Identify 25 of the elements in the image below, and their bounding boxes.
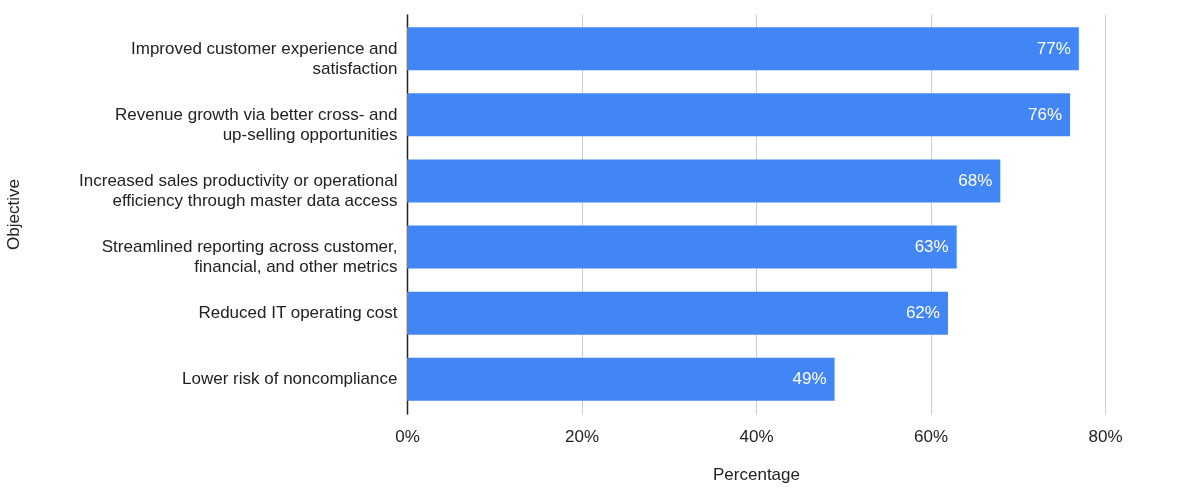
y-tick-label: Lower risk of noncompliance (182, 369, 398, 389)
x-tick-label: 80% (1088, 426, 1123, 446)
y-tick-label: Streamlined reporting across customer, financial, and other metrics (101, 237, 398, 277)
y-tick-label: Increased sales productivity or operational efficiency through master data access (79, 170, 398, 210)
y-tick-label: Reduced IT operating cost (198, 303, 398, 323)
bar (407, 225, 957, 269)
x-tick-label: 40% (739, 426, 774, 446)
x-tick-label: 20% (564, 426, 600, 446)
bar (407, 357, 835, 401)
data-label: 63% (914, 237, 949, 257)
x-tick-label: 60% (913, 426, 949, 446)
y-tick-label: Improved customer experience and satisfaction (131, 38, 398, 78)
bar (407, 159, 1001, 203)
data-label: 76% (1028, 104, 1063, 124)
data-label: 62% (905, 303, 940, 323)
data-label: 49% (792, 369, 827, 389)
bar (407, 93, 1071, 137)
data-label: 77% (1036, 38, 1071, 58)
x-axis-title: Percentage (713, 464, 800, 484)
y-axis-title: Objective (3, 179, 23, 250)
x-tick-label: 0% (395, 426, 420, 446)
bar (407, 27, 1079, 71)
y-tick-label: Revenue growth via better cross- and up-selling opportunities (114, 104, 398, 144)
bar (407, 291, 948, 335)
data-label: 68% (958, 170, 993, 190)
